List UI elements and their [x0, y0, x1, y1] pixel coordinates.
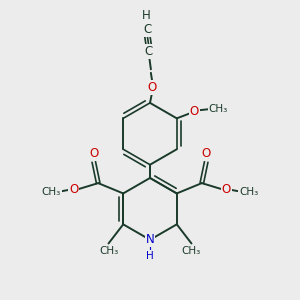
Text: CH₃: CH₃ [99, 246, 118, 256]
Text: N: N [146, 233, 154, 246]
Text: CH₃: CH₃ [239, 187, 259, 197]
Text: CH₃: CH₃ [182, 246, 201, 256]
Text: O: O [89, 147, 98, 160]
Text: H: H [146, 251, 154, 261]
Text: O: O [69, 182, 78, 196]
Text: CH₃: CH₃ [208, 104, 228, 114]
Text: O: O [222, 182, 231, 196]
Text: C: C [145, 45, 153, 58]
Text: H: H [142, 9, 150, 22]
Text: CH₃: CH₃ [41, 187, 61, 197]
Text: O: O [148, 81, 157, 94]
Text: C: C [143, 23, 151, 36]
Text: O: O [190, 105, 199, 118]
Text: O: O [202, 147, 211, 160]
